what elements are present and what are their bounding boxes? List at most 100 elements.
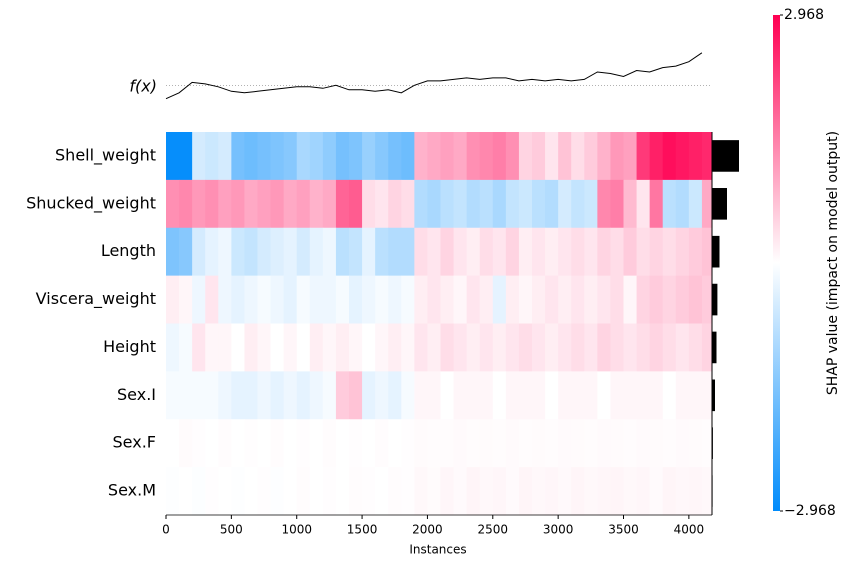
heat-cell bbox=[545, 419, 559, 468]
heat-cell bbox=[584, 132, 598, 181]
importance-bar bbox=[712, 283, 718, 316]
heat-cell bbox=[571, 371, 585, 420]
heat-cell bbox=[688, 227, 703, 277]
heat-cell bbox=[545, 371, 559, 420]
heat-cell bbox=[283, 275, 298, 324]
heat-cell bbox=[414, 419, 428, 468]
heat-cell bbox=[309, 275, 324, 324]
heat-cell bbox=[505, 275, 520, 324]
heat-cell bbox=[322, 467, 337, 516]
x-tick-label: 2500 bbox=[478, 523, 509, 537]
heat-cell bbox=[597, 179, 611, 229]
heat-cell bbox=[623, 132, 637, 181]
heat-cell bbox=[532, 132, 546, 181]
heat-cell bbox=[414, 132, 428, 181]
heat-cell bbox=[453, 419, 468, 468]
heat-cell bbox=[309, 467, 324, 516]
heat-cell bbox=[231, 371, 245, 420]
heat-cell bbox=[662, 371, 677, 420]
heat-cell bbox=[349, 467, 363, 516]
heat-cell bbox=[440, 467, 454, 516]
heat-cell bbox=[192, 132, 206, 181]
heat-cell bbox=[309, 419, 324, 468]
feature-label: Height bbox=[103, 337, 156, 356]
heat-cell bbox=[558, 371, 572, 420]
heat-cell bbox=[688, 179, 703, 229]
heat-cell bbox=[505, 371, 520, 420]
heat-cell bbox=[192, 467, 206, 516]
heat-cell bbox=[623, 371, 637, 420]
heat-cell bbox=[532, 323, 546, 372]
heat-cell bbox=[571, 132, 585, 181]
heat-cell bbox=[597, 419, 611, 468]
x-tick-label: 0 bbox=[162, 523, 170, 537]
heat-cell bbox=[257, 227, 271, 277]
heat-cell bbox=[518, 179, 533, 229]
heat-cell bbox=[205, 179, 219, 229]
heat-cell bbox=[701, 179, 713, 229]
heat-cell bbox=[349, 275, 363, 324]
heat-cell bbox=[597, 467, 611, 516]
heat-cell bbox=[636, 179, 651, 229]
heat-cell bbox=[388, 323, 402, 372]
heat-cell bbox=[166, 323, 180, 372]
heat-cell bbox=[231, 419, 245, 468]
heat-cell bbox=[283, 227, 298, 277]
heat-cell bbox=[205, 323, 219, 372]
heat-cell bbox=[414, 179, 428, 229]
heat-cell bbox=[322, 419, 337, 468]
heat-cell bbox=[401, 179, 415, 229]
heat-cell bbox=[597, 227, 611, 277]
heat-cell bbox=[218, 227, 232, 277]
heat-cell bbox=[649, 179, 664, 229]
heat-cell bbox=[492, 419, 507, 468]
heat-cell bbox=[270, 179, 285, 229]
heat-cell bbox=[571, 323, 585, 372]
heat-cell bbox=[701, 227, 713, 277]
heat-cell bbox=[636, 323, 651, 372]
heat-cell bbox=[518, 275, 533, 324]
heat-cell bbox=[283, 371, 298, 420]
heat-cell bbox=[349, 419, 363, 468]
heat-cell bbox=[545, 179, 559, 229]
heat-cell bbox=[675, 179, 690, 229]
heat-cell bbox=[610, 419, 624, 468]
heat-cell bbox=[166, 467, 180, 516]
heat-cell bbox=[375, 323, 389, 372]
heat-cell bbox=[205, 275, 219, 324]
heat-cell bbox=[205, 132, 219, 181]
heat-cell bbox=[649, 275, 664, 324]
heat-cell bbox=[335, 371, 350, 420]
heat-cell bbox=[545, 467, 559, 516]
heat-cell bbox=[283, 323, 298, 372]
heat-cell bbox=[179, 132, 193, 181]
heat-cell bbox=[414, 275, 428, 324]
heat-cell bbox=[362, 371, 376, 420]
heat-cell bbox=[453, 179, 468, 229]
heat-cell bbox=[688, 323, 703, 372]
heat-cell bbox=[701, 275, 713, 324]
heat-cell bbox=[205, 371, 219, 420]
heat-cell bbox=[492, 467, 507, 516]
heat-cell bbox=[388, 275, 402, 324]
heat-cell bbox=[440, 323, 454, 372]
heat-cell bbox=[166, 419, 180, 468]
feature-label: Sex.M bbox=[108, 481, 156, 500]
heat-cell bbox=[558, 132, 572, 181]
heat-cell bbox=[375, 467, 389, 516]
heat-cell bbox=[179, 371, 193, 420]
heat-cell bbox=[479, 227, 494, 277]
x-tick-label: 3000 bbox=[543, 523, 574, 537]
heat-cell bbox=[558, 179, 572, 229]
heat-cell bbox=[623, 227, 637, 277]
heat-cell bbox=[453, 132, 468, 181]
heat-cell bbox=[636, 275, 651, 324]
heat-cell bbox=[584, 227, 598, 277]
heat-cell bbox=[649, 132, 664, 181]
heat-cell bbox=[518, 419, 533, 468]
x-tick-label: 1000 bbox=[281, 523, 312, 537]
heat-cell bbox=[257, 179, 271, 229]
heat-cell bbox=[322, 227, 337, 277]
colorbar-label: SHAP value (impact on model output) bbox=[825, 131, 841, 395]
